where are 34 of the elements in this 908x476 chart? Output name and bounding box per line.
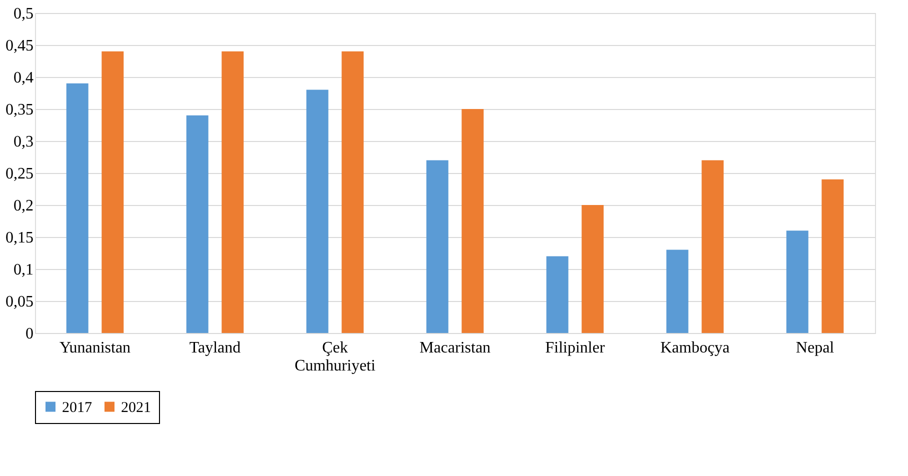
- y-tick-label: 0,05: [6, 294, 34, 310]
- bar: [222, 51, 244, 333]
- x-tick-label: Yunanistan: [59, 340, 131, 356]
- legend-label: 2017: [62, 400, 92, 416]
- bar: [102, 51, 124, 333]
- x-tick-label: Tayland: [189, 340, 241, 356]
- y-tick-label: 0,35: [6, 102, 34, 118]
- y-tick-label: 0,3: [14, 134, 34, 150]
- bar: [342, 51, 364, 333]
- y-tick-label: 0: [26, 326, 34, 342]
- y-tick-label: 0,4: [14, 70, 34, 86]
- bar: [66, 83, 88, 333]
- bar: [426, 160, 448, 333]
- bar: [462, 109, 484, 333]
- x-tick-label: Macaristan: [419, 340, 491, 356]
- y-tick-label: 0,45: [6, 38, 34, 54]
- y-tick-label: 0,1: [14, 262, 34, 278]
- bar: [786, 230, 808, 333]
- x-tick-label: Kamboçya: [660, 340, 730, 356]
- bar: [546, 256, 568, 333]
- y-tick-label: 0,25: [6, 166, 34, 182]
- x-tick-label: Filipinler: [545, 340, 606, 356]
- x-tick-label: Çek Cumhuriyeti: [294, 340, 376, 374]
- bar: [666, 250, 688, 333]
- bar: [186, 115, 208, 333]
- x-tick-label: Nepal: [796, 340, 835, 356]
- bar: [702, 160, 724, 333]
- y-tick-label: 0,5: [14, 6, 34, 22]
- y-tick-label: 0,15: [6, 230, 34, 246]
- y-tick-label: 0,2: [14, 198, 34, 214]
- bar: [822, 179, 844, 333]
- legend-label: 2021: [121, 400, 151, 416]
- bar: [582, 205, 604, 333]
- bar: [306, 90, 328, 333]
